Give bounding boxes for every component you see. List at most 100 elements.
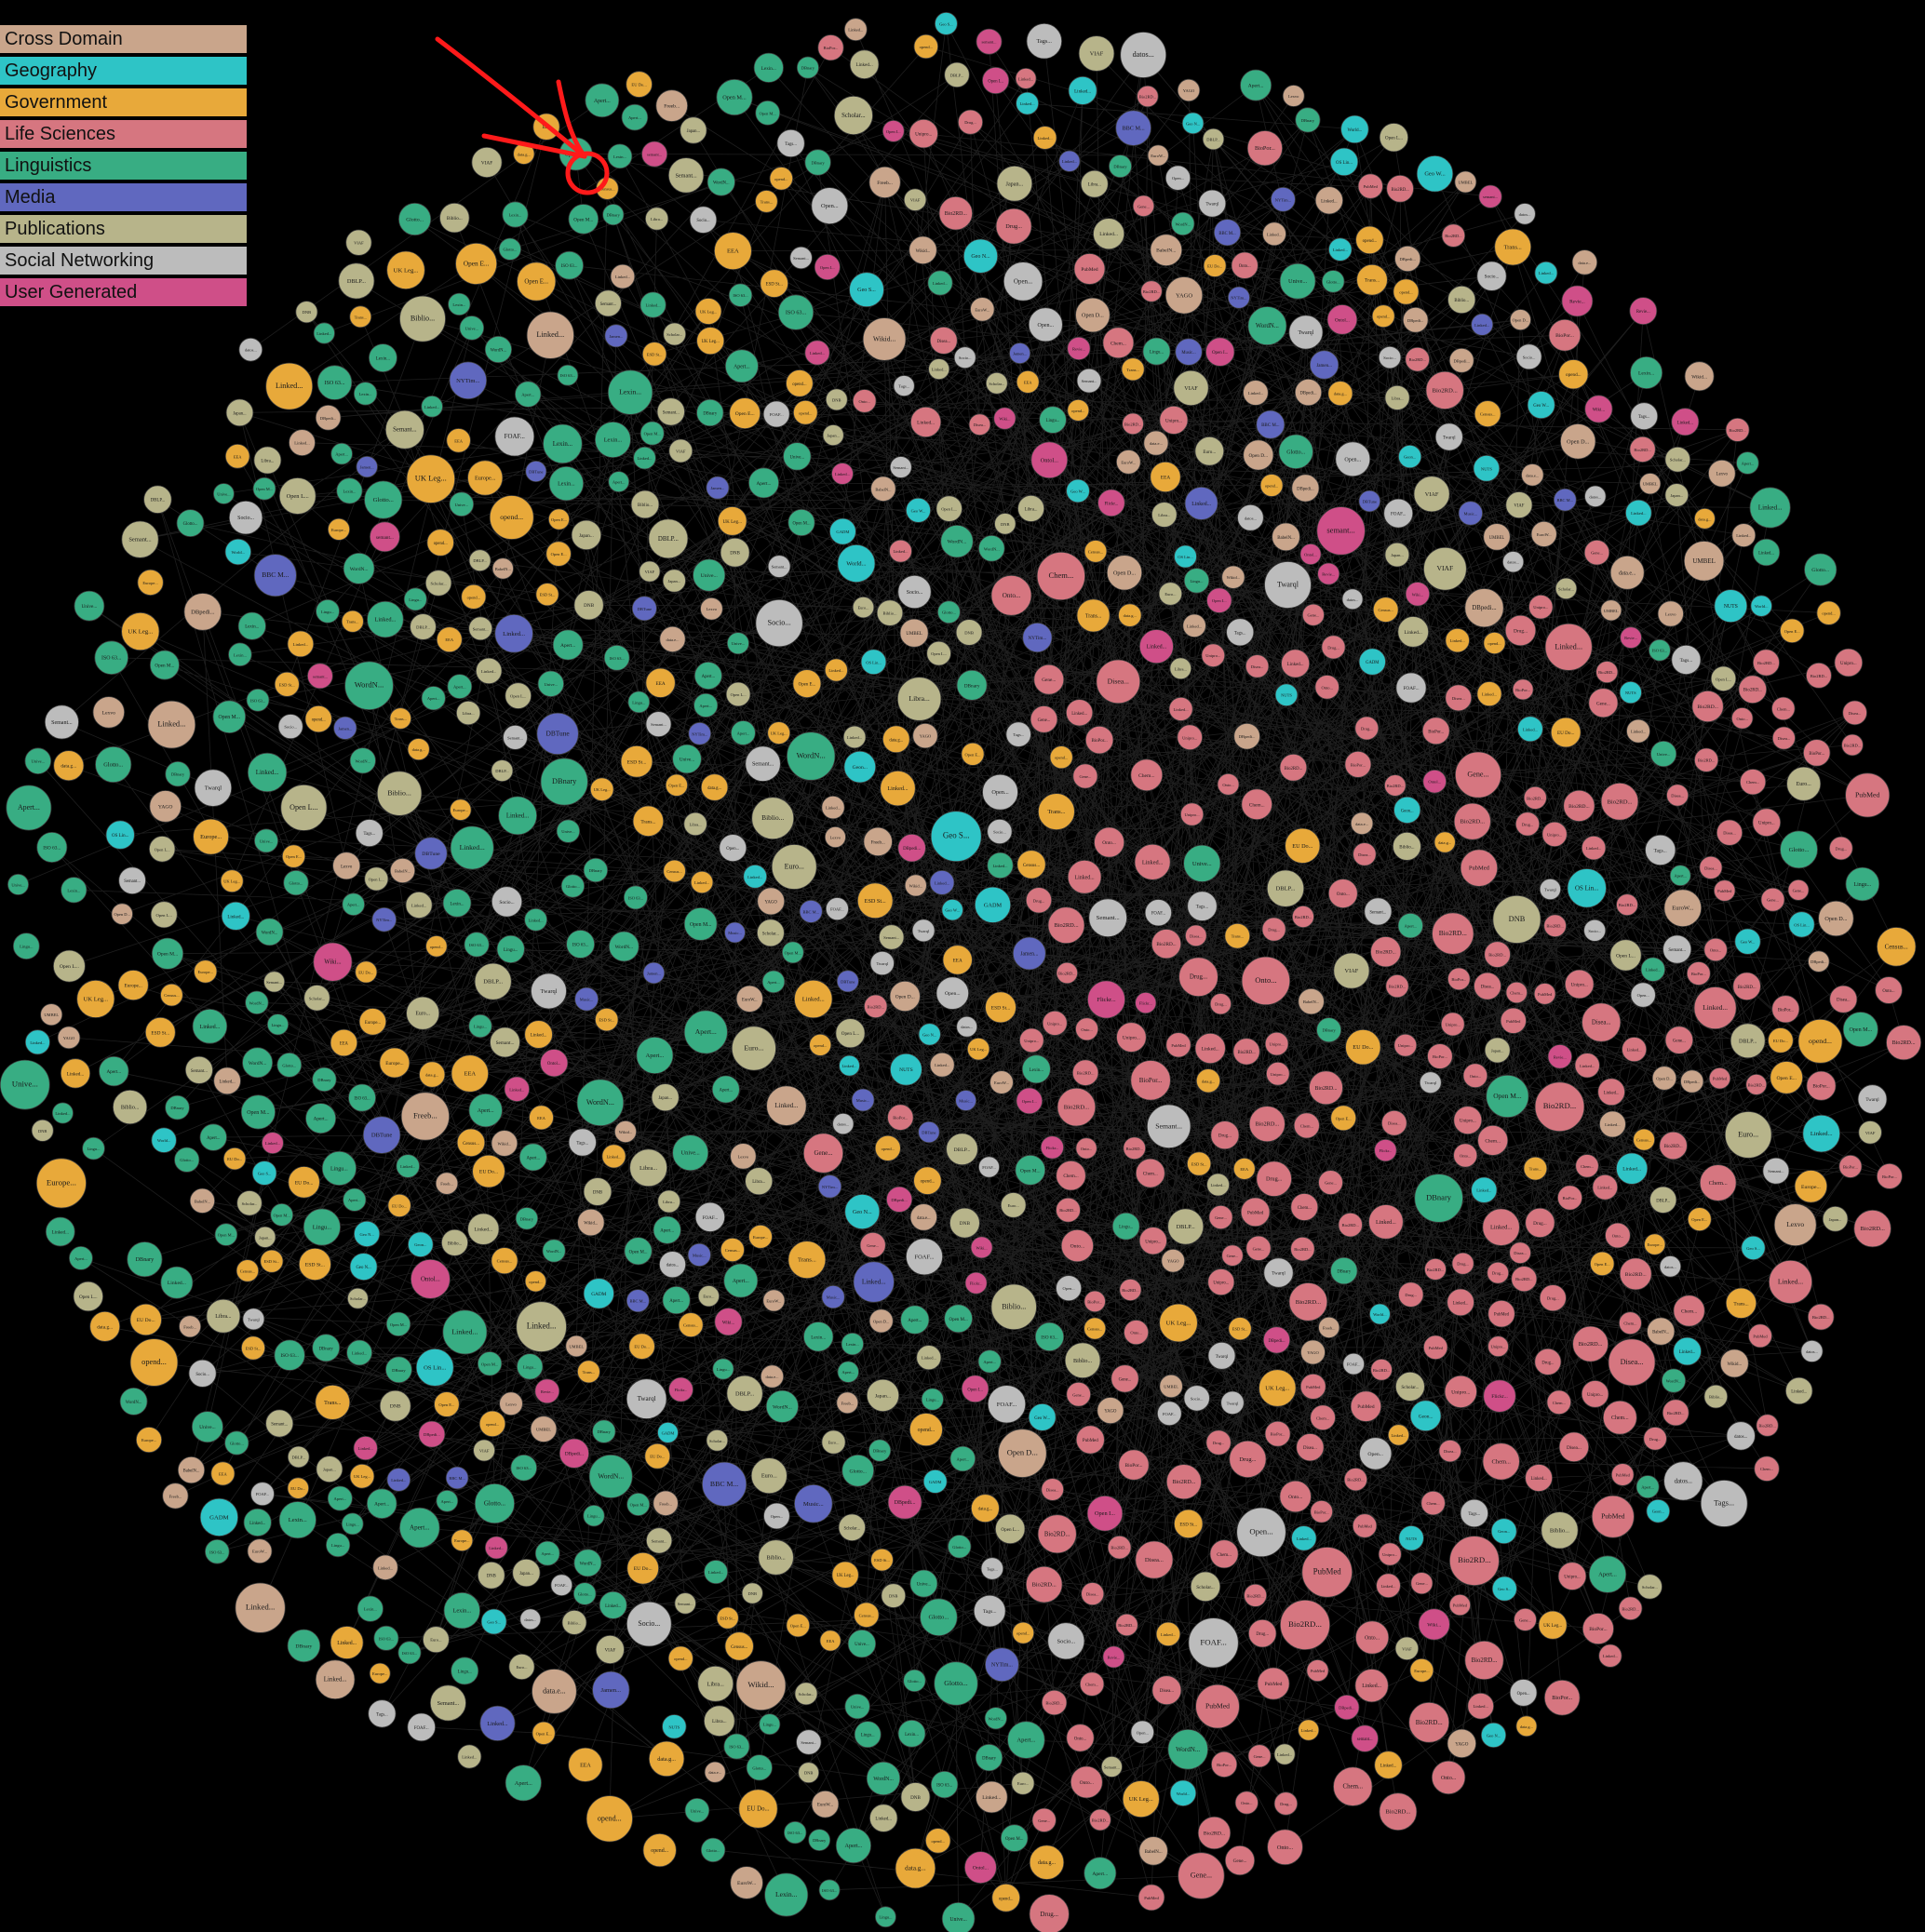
node-circle (1183, 844, 1221, 882)
graph-node: Euro... (1000, 1192, 1027, 1218)
node-label: DBLP... (151, 499, 166, 503)
graph-node: DNB (583, 1177, 612, 1206)
node-circle (1886, 1025, 1922, 1061)
graph-node: Bio2RD... (1338, 1212, 1363, 1238)
graph-node: EEA (645, 667, 676, 698)
graph-node: DBnary (583, 857, 609, 883)
graph-node: Europe... (450, 798, 472, 821)
node-label: Tags... (1638, 415, 1650, 420)
node-circle (491, 1130, 518, 1157)
graph-node: Census... (456, 1128, 486, 1158)
node-circle (811, 187, 849, 225)
graph-node: opend... (792, 399, 818, 425)
graph-node: Linked... (1273, 1743, 1296, 1765)
graph-node: Open M... (1015, 1154, 1046, 1186)
graph-node: Linked... (831, 463, 854, 485)
node-label: Bio2RD... (1204, 1831, 1226, 1837)
node-circle (490, 1026, 520, 1058)
node-label: BabelN... (1156, 248, 1177, 254)
node-circle (1138, 1836, 1168, 1866)
node-label: Linked... (256, 770, 279, 776)
node-circle (1161, 1248, 1185, 1273)
node-label: opend... (920, 45, 933, 49)
node-label: Libra... (261, 460, 274, 464)
node-label: Lexin... (234, 652, 247, 657)
node-label: Semant... (893, 465, 909, 470)
node-label: VIAF (1345, 968, 1359, 974)
node-circle (918, 1120, 940, 1144)
node-label: DBLP... (495, 769, 508, 773)
node-label: ISO 63... (610, 656, 625, 661)
node-label: datos... (1507, 560, 1519, 565)
node-label: Linked... (875, 1818, 892, 1822)
node-circle (1605, 1222, 1631, 1249)
graph-node: Drug... (1210, 1120, 1240, 1150)
node-label: WordN... (615, 945, 633, 950)
node-circle (870, 1548, 894, 1572)
node-label: Linked... (1631, 511, 1646, 516)
graph-node: opend... (925, 1828, 951, 1854)
node-label: Twarql (1443, 436, 1456, 441)
node-label: BBC M... (1123, 126, 1146, 132)
node-circle (1636, 1574, 1662, 1600)
node-label: Open E... (438, 1402, 454, 1407)
node-circle (911, 919, 936, 943)
graph-node: Linked... (160, 1266, 194, 1299)
node-circle (1509, 1241, 1531, 1264)
node-label: Revie... (1636, 310, 1650, 315)
node-label: Linked... (1380, 1764, 1397, 1769)
node-circle (1181, 112, 1205, 135)
node-circle (1687, 1207, 1712, 1231)
node-label: FOAF... (830, 907, 844, 912)
graph-node: Semant... (1762, 1157, 1790, 1185)
node-circle (315, 1659, 356, 1699)
graph-node: UMBEL (1683, 541, 1725, 582)
node-label: UK Leg... (1166, 1321, 1191, 1327)
annotation-arrow-head-left (481, 133, 587, 159)
node-label: UMBEL (1643, 482, 1658, 487)
graph-node: Unipro... (1264, 1031, 1289, 1056)
node-circle (938, 195, 974, 231)
node-circle (253, 554, 297, 597)
node-label: Apert... (628, 115, 641, 120)
node-circle (1317, 562, 1340, 585)
node-label: Census... (859, 1613, 874, 1617)
node-label: WordN... (1176, 1746, 1200, 1753)
node-label: Drug... (1005, 223, 1022, 230)
graph-node: WordN... (573, 1549, 602, 1577)
node-label: Bio2RD... (1738, 986, 1757, 990)
node-circle (1247, 306, 1287, 346)
node-circle (1786, 766, 1822, 801)
node-circle (440, 1228, 468, 1256)
graph-node: Bio2RD... (1424, 1258, 1447, 1281)
node-label: Wikid... (1691, 374, 1707, 380)
node-circle (1527, 391, 1555, 420)
node-label: Drug... (1215, 1002, 1227, 1007)
node-circle (1553, 488, 1577, 512)
node-circle (659, 1251, 687, 1279)
node-label: data.g... (1202, 1079, 1215, 1083)
node-label: ESD St... (627, 759, 647, 765)
node-circle (1650, 740, 1677, 768)
graph-node: NUTS (1714, 589, 1748, 623)
graph-node: Lingu... (712, 1358, 734, 1380)
node-label: VIAF (645, 570, 655, 574)
node-circle (1736, 451, 1759, 475)
graph-node: semant... (1316, 506, 1366, 556)
graph-node: Linked... (1769, 1260, 1813, 1305)
graph-node: Biblio... (758, 1539, 794, 1576)
node-label: DBLP... (292, 1456, 305, 1460)
node-label: opend... (1363, 239, 1378, 244)
node-circle (345, 229, 372, 256)
node-label: Linked... (802, 997, 825, 1003)
graph-node: Apert... (99, 1055, 129, 1087)
graph-node: Linked... (1182, 613, 1206, 638)
graph-node: Linked... (928, 358, 950, 381)
node-circle (1438, 1439, 1462, 1463)
node-label: World... (1348, 128, 1363, 133)
node-label: BioPor... (1882, 1174, 1897, 1179)
graph-node: Scholar... (706, 1429, 729, 1452)
node-circle (111, 903, 133, 925)
node-label: Disea... (1108, 677, 1129, 685)
graph-node: EEA (436, 626, 463, 653)
